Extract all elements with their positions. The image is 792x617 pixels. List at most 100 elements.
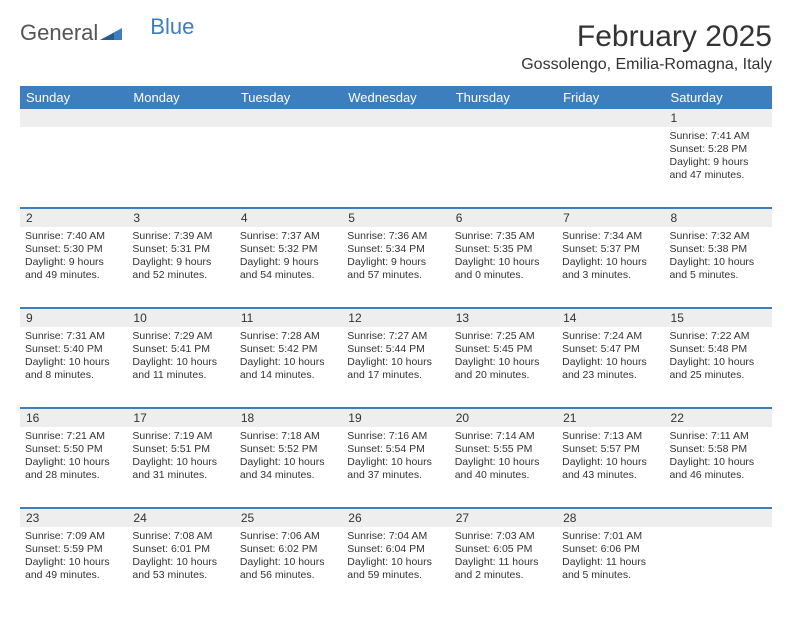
- daylight-text: Daylight: 10 hours: [132, 456, 229, 469]
- daylight-text: Daylight: 10 hours: [455, 256, 552, 269]
- daylight-text: and 3 minutes.: [562, 269, 659, 282]
- logo-text-1: General: [20, 20, 98, 46]
- day-cell: Sunrise: 7:14 AMSunset: 5:55 PMDaylight:…: [450, 427, 557, 507]
- daylight-text: Daylight: 10 hours: [240, 556, 337, 569]
- calendar-page: General Blue February 2025 Gossolengo, E…: [0, 0, 792, 617]
- sunrise-text: Sunrise: 7:39 AM: [132, 230, 229, 243]
- day-number: [20, 109, 127, 127]
- daylight-text: Daylight: 10 hours: [562, 256, 659, 269]
- daylight-text: Daylight: 10 hours: [347, 556, 444, 569]
- daylight-text: Daylight: 10 hours: [25, 556, 122, 569]
- day-number: [450, 109, 557, 127]
- daylight-text: Daylight: 9 hours: [670, 156, 767, 169]
- daylight-text: and 57 minutes.: [347, 269, 444, 282]
- day-cell: [127, 127, 234, 207]
- daylight-text: Daylight: 10 hours: [347, 456, 444, 469]
- month-title: February 2025: [521, 20, 772, 54]
- day-number: 10: [127, 309, 234, 327]
- sunset-text: Sunset: 5:52 PM: [240, 443, 337, 456]
- sunrise-text: Sunrise: 7:25 AM: [455, 330, 552, 343]
- day-number: 15: [665, 309, 772, 327]
- day-number: [127, 109, 234, 127]
- day-cell: Sunrise: 7:13 AMSunset: 5:57 PMDaylight:…: [557, 427, 664, 507]
- day-cell: Sunrise: 7:25 AMSunset: 5:45 PMDaylight:…: [450, 327, 557, 407]
- sunrise-text: Sunrise: 7:13 AM: [562, 430, 659, 443]
- sunrise-text: Sunrise: 7:14 AM: [455, 430, 552, 443]
- day-number: 26: [342, 509, 449, 527]
- sunset-text: Sunset: 5:28 PM: [670, 143, 767, 156]
- day-number: 19: [342, 409, 449, 427]
- sunset-text: Sunset: 5:37 PM: [562, 243, 659, 256]
- day-number: 17: [127, 409, 234, 427]
- daynum-row: 9101112131415: [20, 309, 772, 327]
- logo-triangle-icon: [100, 20, 122, 46]
- day-cell: [450, 127, 557, 207]
- sunrise-text: Sunrise: 7:34 AM: [562, 230, 659, 243]
- day-cell: Sunrise: 7:08 AMSunset: 6:01 PMDaylight:…: [127, 527, 234, 607]
- day-cell: Sunrise: 7:24 AMSunset: 5:47 PMDaylight:…: [557, 327, 664, 407]
- sunrise-text: Sunrise: 7:22 AM: [670, 330, 767, 343]
- sunrise-text: Sunrise: 7:18 AM: [240, 430, 337, 443]
- daylight-text: and 5 minutes.: [562, 569, 659, 582]
- daylight-text: and 56 minutes.: [240, 569, 337, 582]
- day-cell: [557, 127, 664, 207]
- day-cell: Sunrise: 7:32 AMSunset: 5:38 PMDaylight:…: [665, 227, 772, 307]
- sunset-text: Sunset: 5:35 PM: [455, 243, 552, 256]
- dow-wed: Wednesday: [342, 86, 449, 109]
- week-row: Sunrise: 7:09 AMSunset: 5:59 PMDaylight:…: [20, 527, 772, 607]
- day-cell: Sunrise: 7:41 AMSunset: 5:28 PMDaylight:…: [665, 127, 772, 207]
- dow-fri: Friday: [557, 86, 664, 109]
- day-number: 3: [127, 209, 234, 227]
- sunset-text: Sunset: 5:48 PM: [670, 343, 767, 356]
- daylight-text: Daylight: 10 hours: [670, 456, 767, 469]
- sunrise-text: Sunrise: 7:35 AM: [455, 230, 552, 243]
- day-cell: Sunrise: 7:04 AMSunset: 6:04 PMDaylight:…: [342, 527, 449, 607]
- day-cell: Sunrise: 7:27 AMSunset: 5:44 PMDaylight:…: [342, 327, 449, 407]
- daylight-text: and 8 minutes.: [25, 369, 122, 382]
- day-number: 18: [235, 409, 342, 427]
- sunrise-text: Sunrise: 7:27 AM: [347, 330, 444, 343]
- sunrise-text: Sunrise: 7:01 AM: [562, 530, 659, 543]
- sunrise-text: Sunrise: 7:04 AM: [347, 530, 444, 543]
- sunset-text: Sunset: 5:38 PM: [670, 243, 767, 256]
- daynum-row: 2345678: [20, 209, 772, 227]
- day-number: 24: [127, 509, 234, 527]
- daylight-text: and 34 minutes.: [240, 469, 337, 482]
- daynum-row: 232425262728: [20, 509, 772, 527]
- sunrise-text: Sunrise: 7:11 AM: [670, 430, 767, 443]
- day-number: 27: [450, 509, 557, 527]
- sunset-text: Sunset: 6:02 PM: [240, 543, 337, 556]
- sunrise-text: Sunrise: 7:09 AM: [25, 530, 122, 543]
- day-number: 4: [235, 209, 342, 227]
- sunset-text: Sunset: 5:30 PM: [25, 243, 122, 256]
- daylight-text: Daylight: 10 hours: [562, 356, 659, 369]
- daylight-text: and 5 minutes.: [670, 269, 767, 282]
- sunrise-text: Sunrise: 7:19 AM: [132, 430, 229, 443]
- logo: General Blue: [20, 20, 194, 46]
- sunset-text: Sunset: 5:54 PM: [347, 443, 444, 456]
- daylight-text: Daylight: 10 hours: [25, 356, 122, 369]
- day-number: [235, 109, 342, 127]
- sunrise-text: Sunrise: 7:29 AM: [132, 330, 229, 343]
- daylight-text: and 31 minutes.: [132, 469, 229, 482]
- day-number: 23: [20, 509, 127, 527]
- calendar: Sunday Monday Tuesday Wednesday Thursday…: [20, 86, 772, 607]
- daylight-text: Daylight: 10 hours: [240, 356, 337, 369]
- day-cell: [20, 127, 127, 207]
- day-number: 28: [557, 509, 664, 527]
- sunset-text: Sunset: 5:47 PM: [562, 343, 659, 356]
- daylight-text: and 54 minutes.: [240, 269, 337, 282]
- daylight-text: and 49 minutes.: [25, 569, 122, 582]
- daylight-text: Daylight: 10 hours: [562, 456, 659, 469]
- daylight-text: and 49 minutes.: [25, 269, 122, 282]
- daylight-text: Daylight: 10 hours: [347, 356, 444, 369]
- daylight-text: Daylight: 10 hours: [455, 356, 552, 369]
- daylight-text: and 25 minutes.: [670, 369, 767, 382]
- sunrise-text: Sunrise: 7:37 AM: [240, 230, 337, 243]
- day-cell: [342, 127, 449, 207]
- daylight-text: and 52 minutes.: [132, 269, 229, 282]
- day-cell: Sunrise: 7:40 AMSunset: 5:30 PMDaylight:…: [20, 227, 127, 307]
- day-cell: Sunrise: 7:36 AMSunset: 5:34 PMDaylight:…: [342, 227, 449, 307]
- sunrise-text: Sunrise: 7:36 AM: [347, 230, 444, 243]
- sunset-text: Sunset: 6:05 PM: [455, 543, 552, 556]
